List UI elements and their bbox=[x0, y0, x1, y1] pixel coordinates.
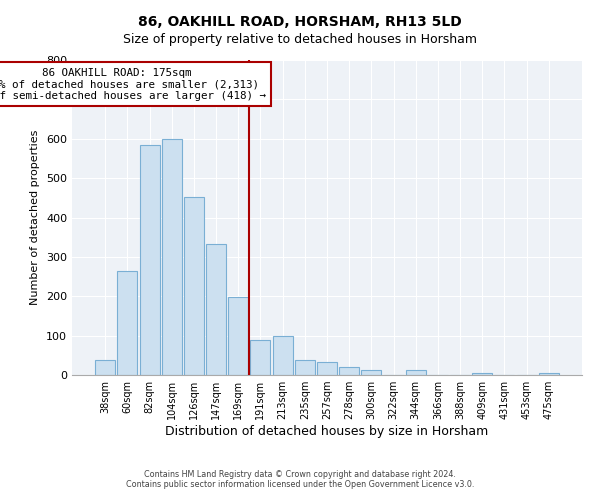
Bar bbox=[539, 373, 559, 375]
Bar bbox=[317, 362, 337, 375]
Bar bbox=[184, 196, 204, 375]
Bar bbox=[406, 370, 426, 375]
Bar bbox=[118, 270, 137, 375]
Bar bbox=[162, 138, 182, 375]
Bar bbox=[250, 340, 271, 375]
Bar bbox=[361, 370, 382, 375]
Bar bbox=[228, 298, 248, 375]
Bar bbox=[472, 373, 492, 375]
Bar bbox=[206, 244, 226, 375]
Text: 86, OAKHILL ROAD, HORSHAM, RH13 5LD: 86, OAKHILL ROAD, HORSHAM, RH13 5LD bbox=[138, 15, 462, 29]
Bar bbox=[339, 367, 359, 375]
Text: 86 OAKHILL ROAD: 175sqm
← 85% of detached houses are smaller (2,313)
15% of semi: 86 OAKHILL ROAD: 175sqm ← 85% of detache… bbox=[0, 68, 266, 101]
Text: Size of property relative to detached houses in Horsham: Size of property relative to detached ho… bbox=[123, 32, 477, 46]
X-axis label: Distribution of detached houses by size in Horsham: Distribution of detached houses by size … bbox=[166, 425, 488, 438]
Y-axis label: Number of detached properties: Number of detached properties bbox=[31, 130, 40, 305]
Bar bbox=[140, 144, 160, 375]
Text: Contains HM Land Registry data © Crown copyright and database right 2024.
Contai: Contains HM Land Registry data © Crown c… bbox=[126, 470, 474, 489]
Bar bbox=[272, 336, 293, 375]
Bar bbox=[295, 360, 315, 375]
Bar bbox=[95, 360, 115, 375]
